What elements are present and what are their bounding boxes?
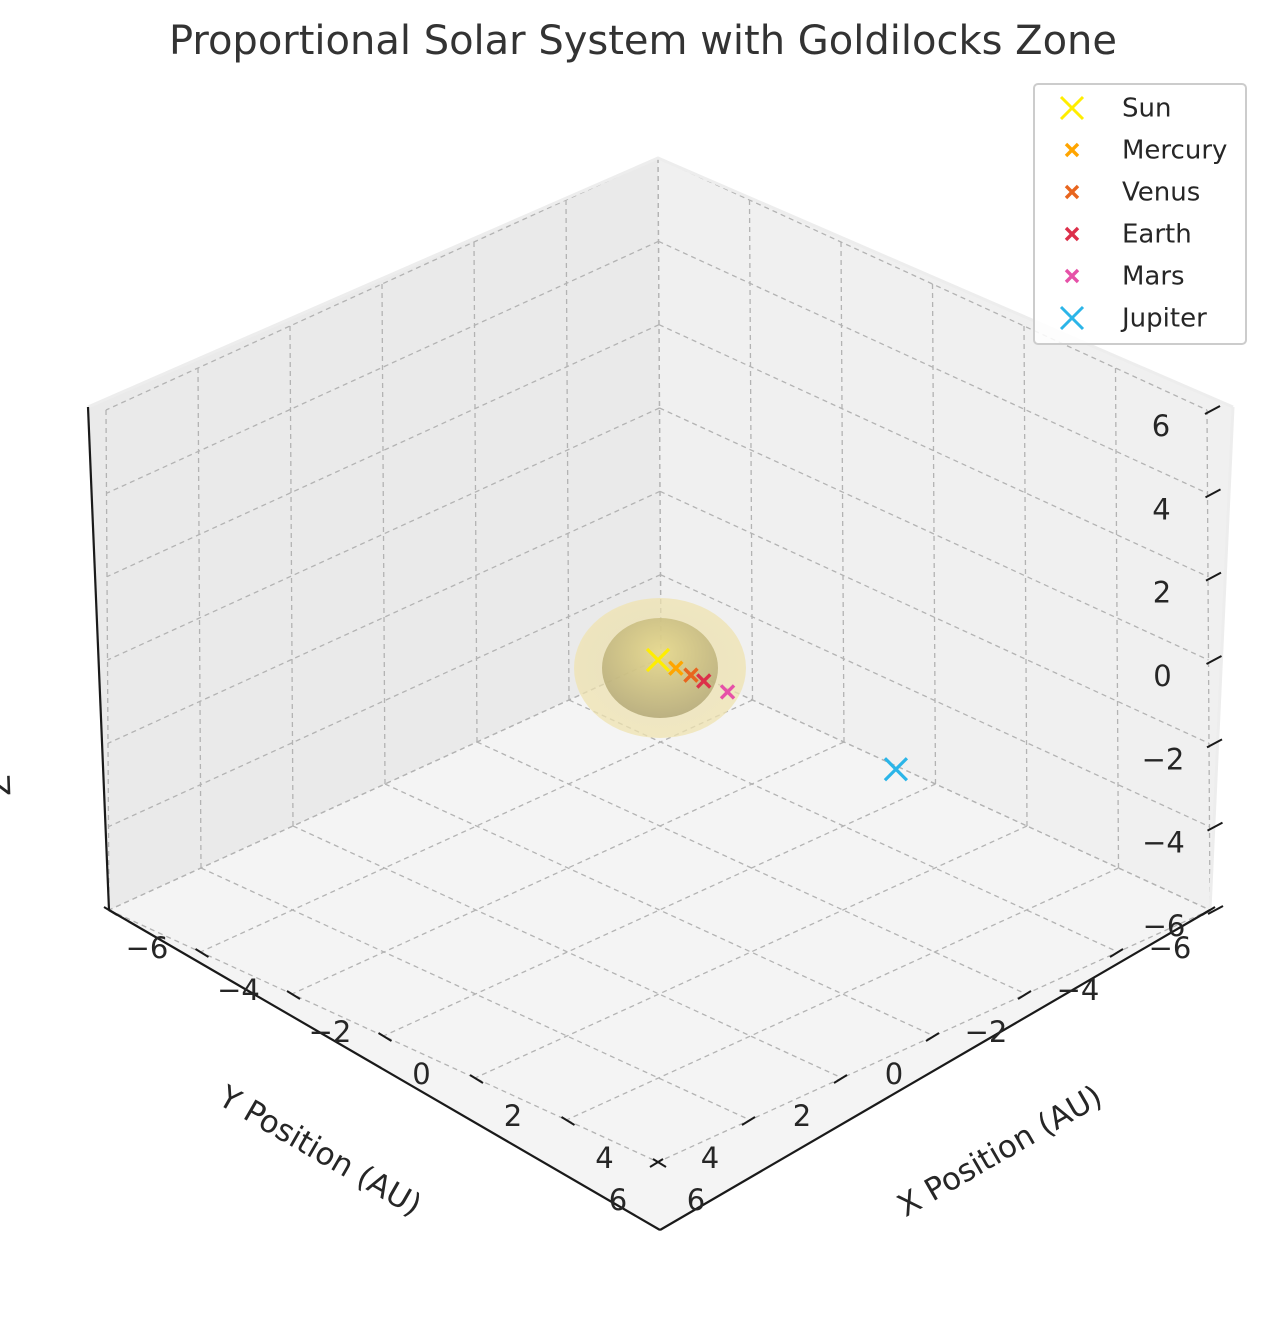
legend-label-venus: Venus [1122, 178, 1200, 208]
goldilocks-zone [574, 598, 746, 738]
z-axis-label: Z [0, 774, 18, 796]
z-tick-label: −6 [1143, 909, 1186, 943]
x-tick-label: −6 [126, 931, 169, 965]
y-tick-label: −2 [965, 1015, 1008, 1049]
y-axis-label: Y Position (AU) [212, 1078, 428, 1223]
chart-title: Proportional Solar System with Goldilock… [169, 18, 1117, 64]
z-tick-label: 4 [1152, 492, 1170, 526]
x-tick-label: 0 [412, 1057, 430, 1091]
x-axis-label: X Position (AU) [892, 1078, 1109, 1224]
y-tick-label: 0 [885, 1057, 903, 1091]
x-tick-label: 4 [595, 1141, 613, 1175]
y-tick-label: 6 [609, 1183, 627, 1217]
legend-label-mercury: Mercury [1122, 136, 1227, 166]
y-tick-label: 2 [793, 1099, 811, 1133]
z-tick-label: −2 [1142, 742, 1185, 776]
z-tick-label: −4 [1142, 826, 1185, 860]
x-tick-label: −4 [217, 973, 260, 1007]
goldilocks-zone-inner [602, 618, 718, 718]
legend-label-sun: Sun [1122, 94, 1171, 124]
legend: Sun Mercury Venus Earth Mars Jupiter [1034, 84, 1246, 344]
x-tick-label: −2 [309, 1015, 352, 1049]
x-tick-label: 6 [687, 1183, 705, 1217]
y-tick-label: 4 [701, 1141, 719, 1175]
z-tick-label: 2 [1153, 576, 1171, 610]
legend-label-mars: Mars [1122, 262, 1185, 292]
legend-label-jupiter: Jupiter [1120, 304, 1207, 334]
z-tick-label: 0 [1153, 659, 1171, 693]
y-tick-label: −4 [1057, 973, 1100, 1007]
legend-label-earth: Earth [1122, 220, 1192, 250]
x-tick-label: 2 [504, 1099, 522, 1133]
z-tick-label: 6 [1152, 409, 1170, 443]
